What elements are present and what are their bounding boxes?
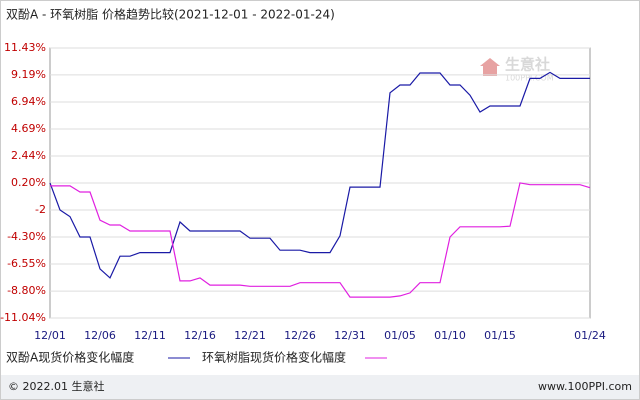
watermark-name: 生意社 xyxy=(505,56,550,74)
x-tick-label: 12/11 xyxy=(134,329,166,342)
footer-bar xyxy=(1,375,639,399)
x-tick-label: 12/21 xyxy=(234,329,266,342)
y-tick-label: 4.69% xyxy=(11,122,46,135)
footer-copyright: © 2022.01 生意社 xyxy=(8,379,104,393)
x-tick-label: 12/16 xyxy=(184,329,216,342)
y-tick-label: 11.43% xyxy=(4,41,46,54)
watermark-site: 100PPI.COM xyxy=(505,74,554,83)
x-tick-label: 12/31 xyxy=(334,329,366,342)
y-tick-label: -4.30% xyxy=(7,230,46,243)
x-tick-label: 12/06 xyxy=(84,329,116,342)
watermark: 生意社 100PPI.COM xyxy=(480,56,554,83)
legend-label: 双酚A现货价格变化幅度 xyxy=(6,350,134,365)
legend-label: 环氧树脂现货价格变化幅度 xyxy=(202,350,346,365)
logo-icon xyxy=(480,58,500,76)
x-tick-label: 01/10 xyxy=(434,329,466,342)
y-tick-label: 9.19% xyxy=(11,68,46,81)
chart-title: 双酚A - 环氧树脂 价格趋势比较(2021-12-01 - 2022-01-2… xyxy=(6,7,335,22)
y-tick-label: -6.55% xyxy=(7,257,46,270)
footer-url: www.100PPI.com xyxy=(538,380,632,393)
y-tick-label: -8.80% xyxy=(7,284,46,297)
x-tick-label: 12/26 xyxy=(284,329,316,342)
y-tick-label: 0.20% xyxy=(11,176,46,189)
x-tick-label: 01/15 xyxy=(484,329,516,342)
y-tick-label: 6.94% xyxy=(11,95,46,108)
x-tick-label: 12/01 xyxy=(34,329,66,342)
y-tick-label: 2.44% xyxy=(11,149,46,162)
x-tick-label: 01/05 xyxy=(384,329,416,342)
legend: 双酚A现货价格变化幅度 环氧树脂现货价格变化幅度 xyxy=(6,350,387,365)
x-tick-label: 01/24 xyxy=(574,329,606,342)
series-line xyxy=(49,71,590,279)
y-tick-label: -2 xyxy=(35,203,46,216)
series-line xyxy=(50,182,591,298)
y-tick-label: -11.04% xyxy=(0,311,46,324)
